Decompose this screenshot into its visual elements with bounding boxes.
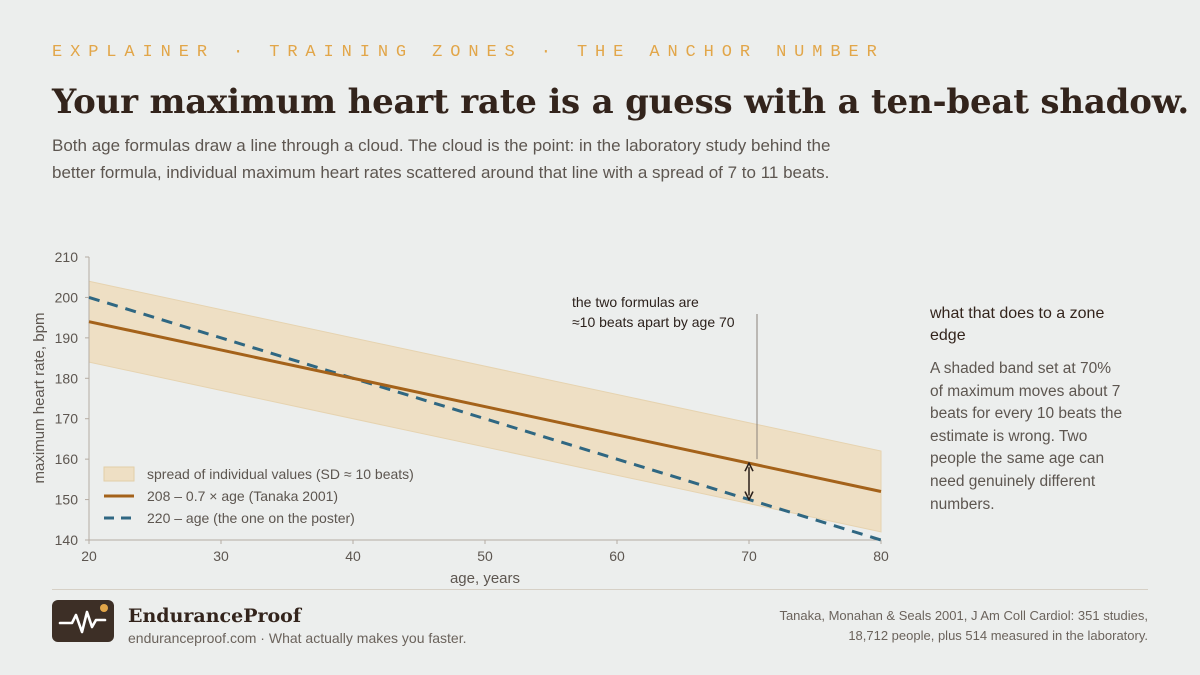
sidebar-body: A shaded band set at 70% of maximum move…	[930, 360, 1123, 513]
kicker: EXPLAINER · TRAINING ZONES · THE ANCHOR …	[52, 43, 885, 62]
x-tick-label: 30	[213, 548, 229, 564]
brand-name: EnduranceProof	[128, 605, 302, 627]
y-tick-label: 180	[55, 370, 79, 386]
annotation-label-line-1: the two formulas are	[572, 294, 699, 310]
legend-label-band: spread of individual values (SD ≈ 10 bea…	[147, 466, 414, 482]
y-tick-label: 170	[55, 411, 79, 427]
x-tick-label: 70	[741, 548, 757, 564]
brand-tagline[interactable]: enduranceproof.com · What actually makes…	[128, 630, 467, 646]
y-tick-label: 190	[55, 330, 79, 346]
y-tick-label: 150	[55, 492, 79, 508]
y-tick-label: 210	[55, 249, 79, 265]
sidebar-heading: what that does to a zone edge	[930, 305, 1105, 344]
x-tick-label: 80	[873, 548, 889, 564]
footer-divider	[52, 589, 1148, 590]
x-axis-label: age, years	[450, 570, 520, 587]
annotation-label-line-2: ≈10 beats apart by age 70	[572, 314, 735, 330]
legend-label-poster: 220 – age (the one on the poster)	[147, 510, 355, 526]
source-citation: Tanaka, Monahan & Seals 2001, J Am Coll …	[779, 608, 1148, 643]
y-tick-label: 160	[55, 451, 79, 467]
subtitle: Both age formulas draw a line through a …	[52, 136, 831, 182]
x-tick-label: 60	[609, 548, 625, 564]
y-tick-label: 200	[55, 289, 79, 305]
y-tick-label: 140	[55, 532, 79, 548]
x-tick-label: 50	[477, 548, 493, 564]
page-title: Your maximum heart rate is a guess with …	[52, 82, 1190, 122]
legend-swatch-band	[103, 466, 135, 482]
x-tick-label: 20	[81, 548, 97, 564]
y-axis-label: maximum heart rate, bpm	[31, 313, 48, 484]
x-tick-label: 40	[345, 548, 361, 564]
heartbeat-pulse-icon	[52, 600, 114, 642]
legend-label-tanaka: 208 – 0.7 × age (Tanaka 2001)	[147, 488, 338, 504]
heart-rate-chart: 140 150 160 170 180 190 200 210 20 30 40 50 60 70 80 t…	[31, 249, 889, 587]
